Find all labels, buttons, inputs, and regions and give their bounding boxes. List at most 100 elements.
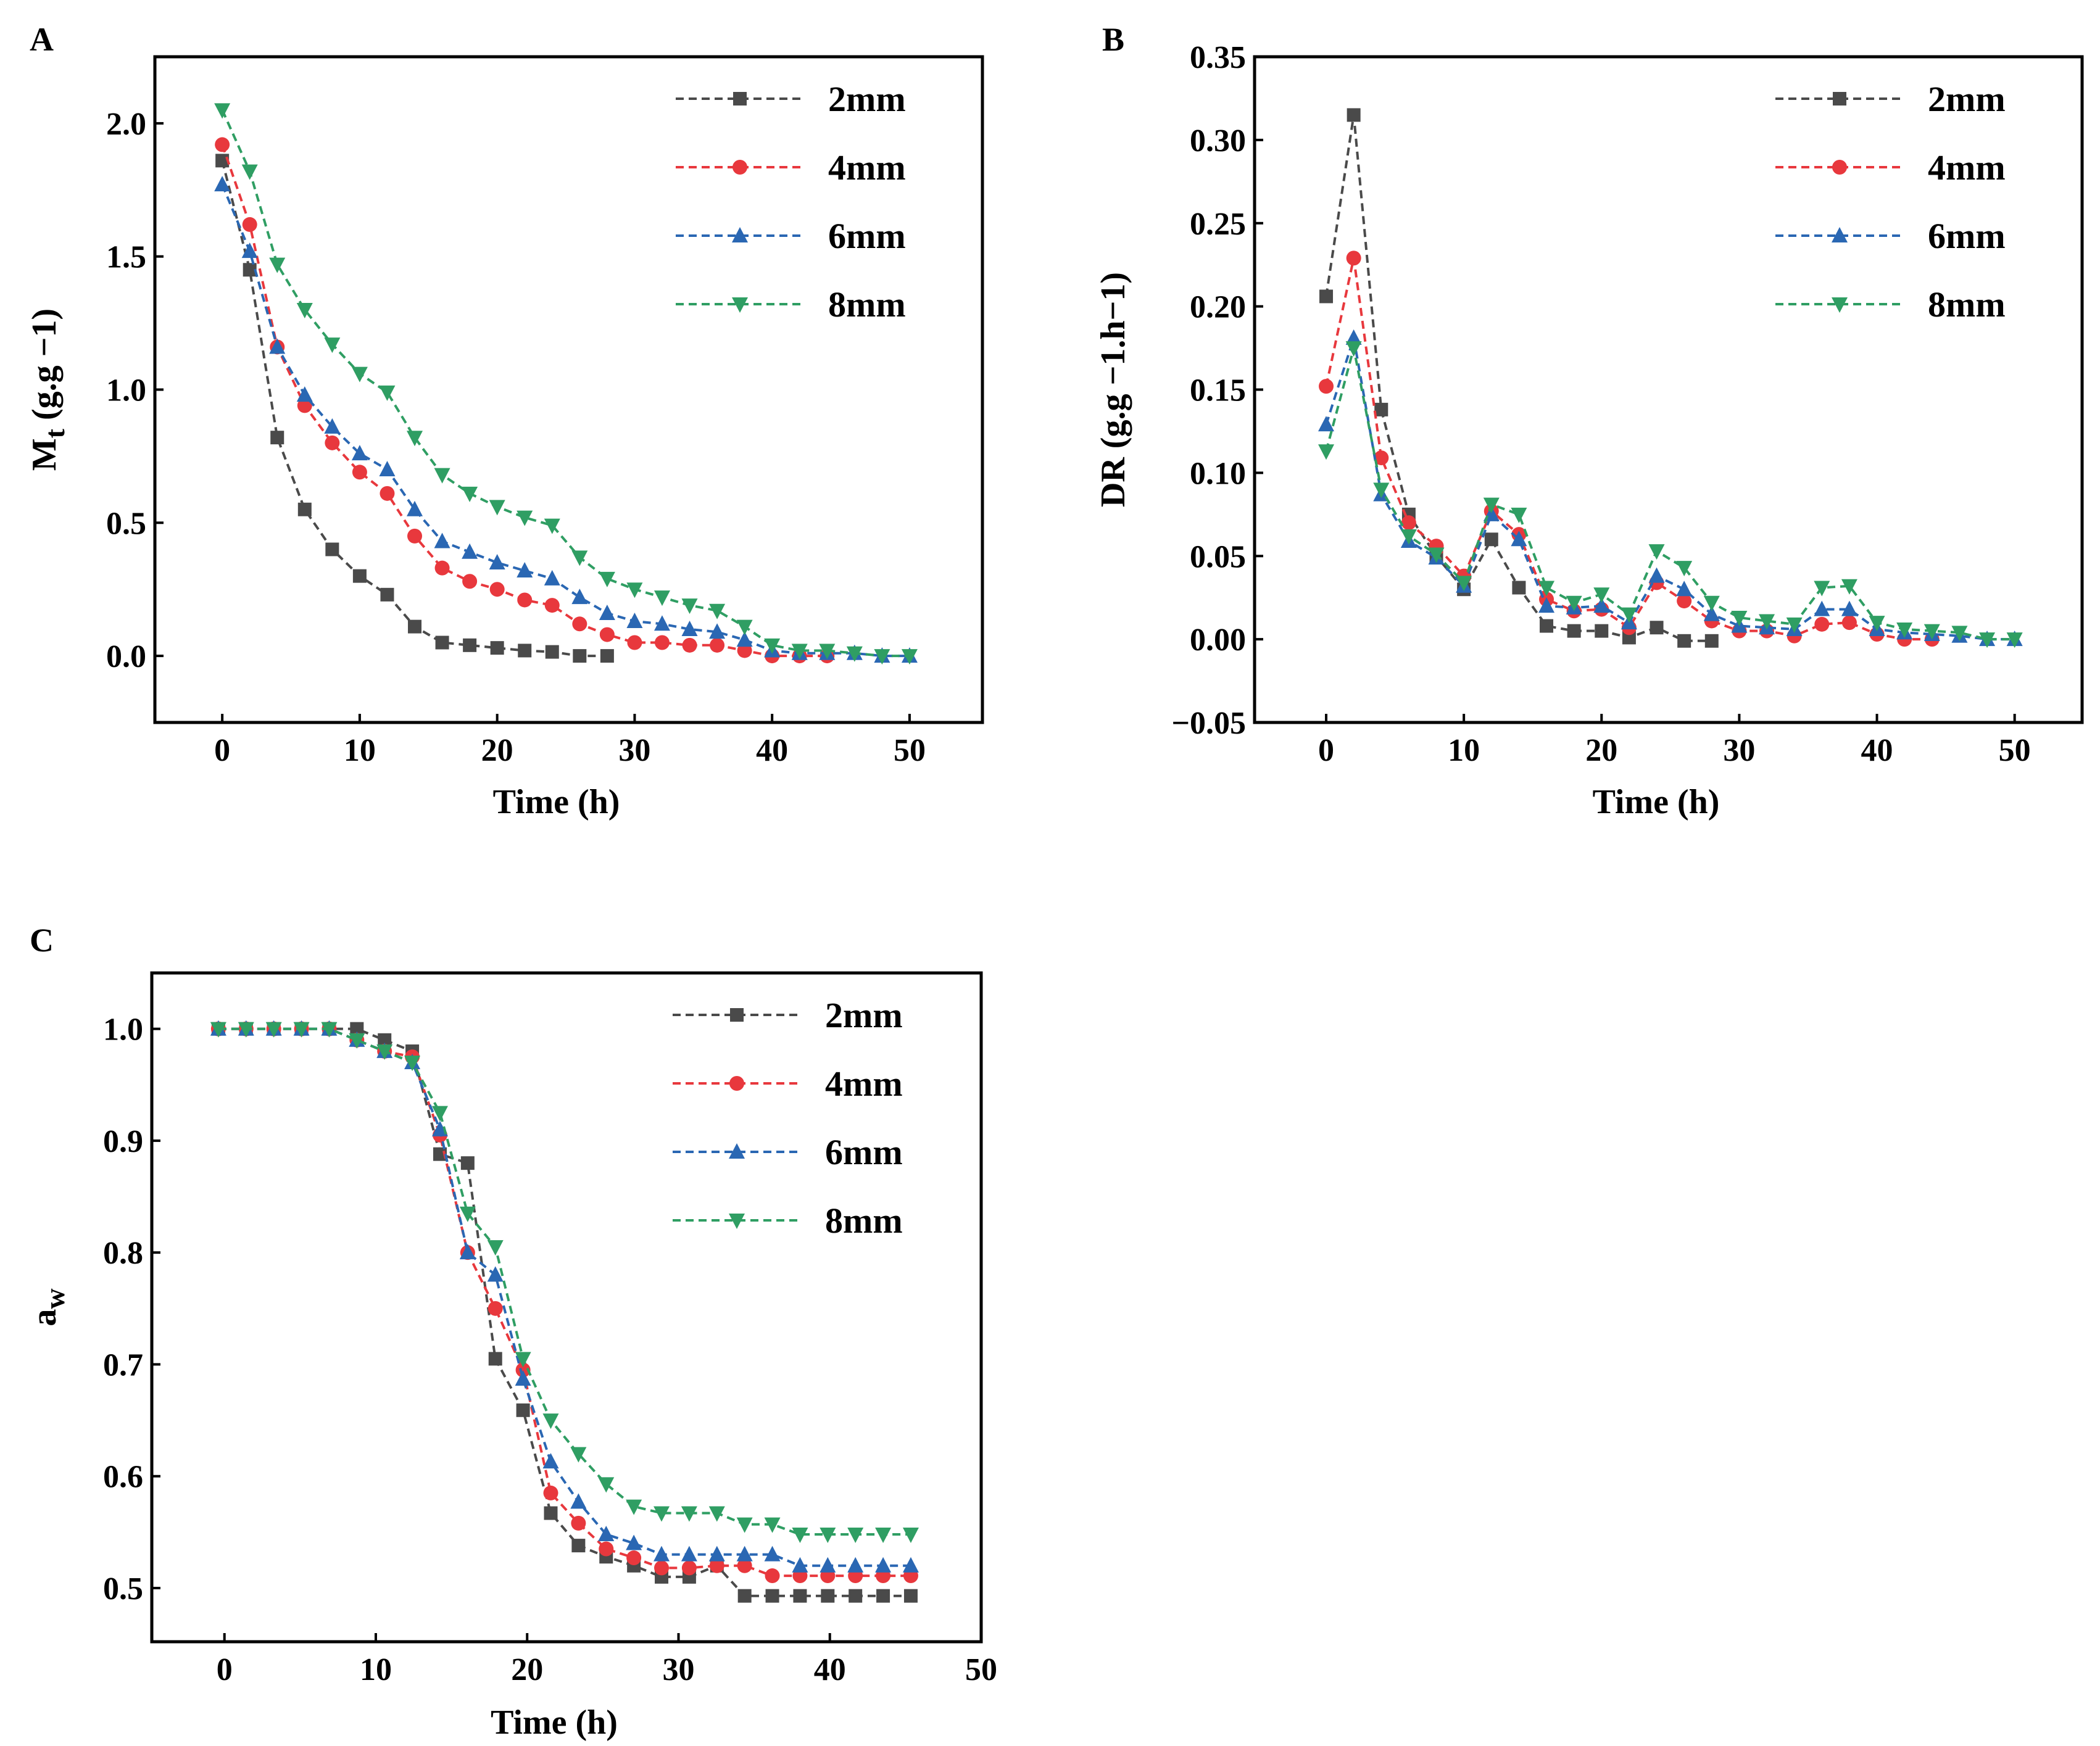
data-point-8mm [736, 1517, 753, 1533]
legend-marker [733, 160, 747, 175]
data-point-8mm [681, 1506, 697, 1522]
data-point-8mm [1841, 579, 1857, 595]
series-2mm [1319, 108, 1719, 648]
series-line-4mm [221, 144, 828, 658]
legend-label: 4mm [825, 1064, 903, 1104]
data-point-8mm [515, 1352, 531, 1368]
data-point-2mm [460, 1156, 475, 1170]
y-axis-label-main: a [25, 1309, 64, 1326]
legend-label: 8mm [825, 1201, 903, 1241]
data-point-8mm [238, 1022, 254, 1038]
series-line-4mm [218, 1027, 911, 1578]
data-point-6mm [709, 623, 726, 639]
data-point-4mm [571, 1515, 586, 1531]
data-point-8mm [1621, 607, 1637, 623]
data-point-6mm [517, 561, 533, 577]
data-point-6mm [351, 445, 368, 461]
data-point-6mm [1814, 600, 1830, 616]
data-point-8mm [1373, 482, 1390, 499]
y-tick-label: 0.30 [1190, 123, 1246, 159]
data-point-2mm [352, 569, 367, 583]
data-point-8mm [296, 303, 313, 319]
data-point-6mm [241, 242, 258, 259]
data-point-4mm [1814, 616, 1830, 632]
data-point-8mm [654, 1506, 670, 1522]
legend-item-8mm: 8mm [676, 284, 906, 325]
legend-marker [729, 1143, 745, 1159]
data-point-8mm [321, 1022, 338, 1038]
data-point-6mm [1511, 531, 1527, 547]
data-point-2mm [270, 431, 284, 445]
data-point-8mm [265, 1022, 282, 1038]
data-point-4mm [215, 137, 230, 152]
data-point-8mm [214, 103, 231, 119]
y-axis-label: aw [25, 1288, 70, 1326]
data-point-8mm [599, 571, 615, 587]
data-point-8mm [1869, 616, 1885, 632]
data-point-2mm [1595, 624, 1609, 638]
data-point-2mm [435, 635, 449, 650]
y-axis-label-subscript: w [39, 1288, 70, 1309]
y-axis-label-subscript: t [39, 428, 70, 438]
data-point-6mm [570, 1493, 587, 1509]
data-point-8mm [2006, 632, 2023, 648]
data-point-6mm [820, 1557, 836, 1573]
data-point-2mm [1567, 624, 1581, 638]
x-tick-label: 10 [1448, 733, 1480, 768]
x-tick-label: 10 [344, 733, 376, 768]
data-point-4mm [737, 643, 752, 658]
data-point-4mm [599, 1541, 614, 1557]
data-point-8mm [1318, 444, 1335, 460]
x-axis-label: Time (h) [1593, 783, 1720, 821]
data-point-8mm [324, 337, 341, 354]
legend-marker [730, 1008, 744, 1022]
data-point-8mm [570, 1447, 587, 1463]
legend-label: 6mm [828, 216, 906, 256]
data-point-8mm [459, 1206, 476, 1222]
data-point-2mm [243, 263, 257, 277]
data-point-8mm [379, 385, 396, 401]
data-point-8mm [544, 518, 560, 534]
data-point-8mm [709, 603, 726, 619]
legend-label: 8mm [828, 284, 906, 325]
data-point-2mm [573, 649, 587, 663]
data-point-8mm [902, 1527, 919, 1543]
data-point-4mm [380, 486, 395, 501]
y-tick-label: 1.0 [106, 373, 146, 408]
data-point-8mm [764, 1517, 781, 1533]
x-tick-label: 40 [756, 733, 788, 768]
data-point-6mm [708, 1545, 725, 1562]
legend-label: 4mm [828, 147, 906, 188]
data-point-6mm [902, 1557, 919, 1573]
data-point-4mm [1374, 450, 1389, 466]
series-line-8mm [1325, 347, 2015, 641]
x-tick-label: 20 [1585, 733, 1617, 768]
data-point-4mm [489, 582, 505, 597]
legend-marker [729, 1214, 745, 1229]
data-point-4mm [544, 598, 560, 613]
data-point-8mm [1511, 507, 1527, 523]
legend-label: 2mm [1928, 79, 2006, 119]
series-8mm [214, 103, 918, 665]
data-point-2mm [350, 1022, 364, 1036]
legend-marker [1832, 227, 1848, 242]
data-point-8mm [1538, 581, 1555, 597]
data-point-2mm [1484, 532, 1498, 547]
data-point-8mm [1648, 544, 1665, 560]
y-tick-label: 0.5 [103, 1571, 143, 1607]
data-point-6mm [1318, 416, 1335, 432]
data-point-8mm [351, 366, 368, 383]
legend-label: 8mm [1928, 284, 2006, 325]
data-point-8mm [376, 1044, 393, 1060]
data-point-4mm [682, 637, 697, 653]
y-tick-label: 0.10 [1190, 456, 1246, 491]
data-point-2mm [433, 1147, 447, 1161]
data-point-4mm [681, 1560, 697, 1576]
data-point-8mm [846, 646, 863, 662]
y-tick-label: 0.25 [1190, 207, 1246, 242]
data-point-6mm [792, 1557, 808, 1573]
y-axis-label: DR (g.g −1.h−1) [1094, 272, 1132, 507]
data-point-8mm [1951, 626, 1968, 642]
legend-label: 6mm [825, 1132, 903, 1172]
data-point-4mm [710, 637, 725, 653]
